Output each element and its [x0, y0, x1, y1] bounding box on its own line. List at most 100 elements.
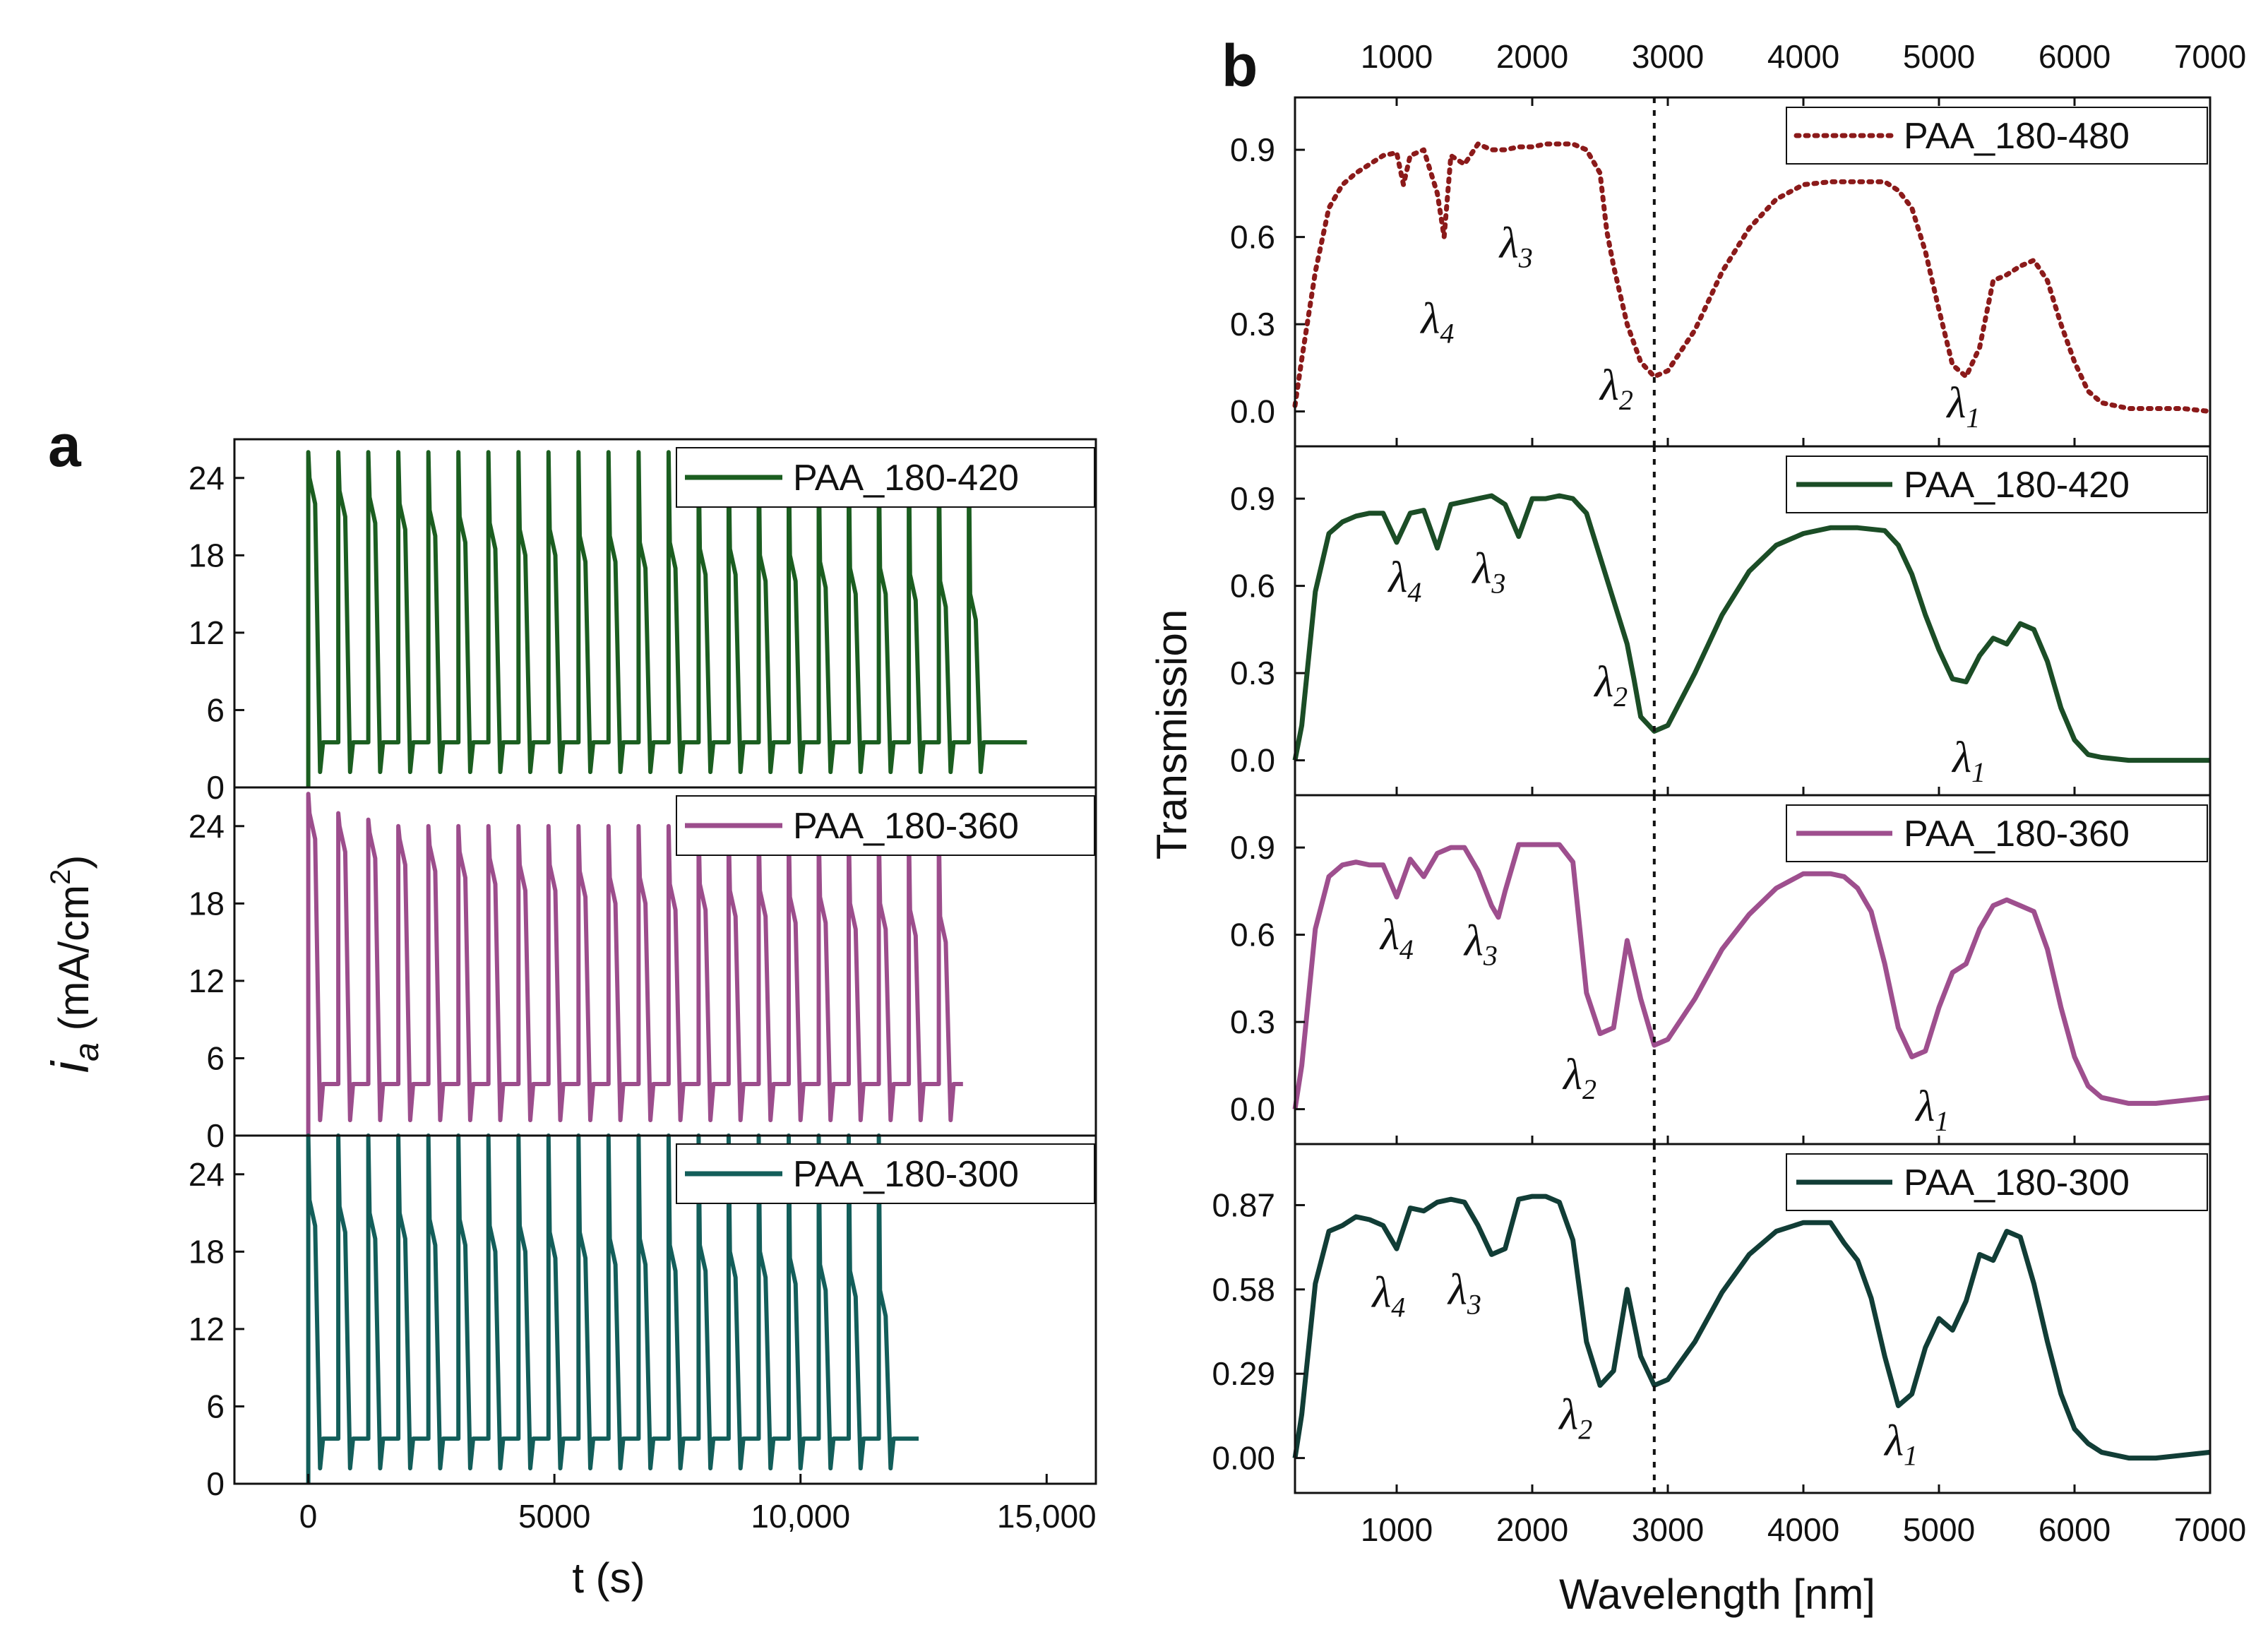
plot-frame-a-3: [233, 1134, 1097, 1485]
lambda-subscript: 1: [1935, 1105, 1949, 1137]
x-tick-label-a-2: 10,000: [751, 1498, 850, 1535]
y-tick-label-a-3-3: 18: [189, 1233, 225, 1270]
legend-label-a-3: PAA_180-300: [793, 1154, 1019, 1195]
lambda-subscript: 2: [1619, 384, 1633, 416]
x-tick-label-a-1: 5000: [518, 1498, 590, 1535]
y-axis-title-b: Transmission: [1148, 609, 1195, 860]
x-tick-label-b-4: 5000: [1903, 1511, 1975, 1548]
series-line-b-1: [1292, 141, 2213, 415]
lambda-subscript: 4: [1440, 317, 1454, 349]
legend-label-a-1: PAA_180-420: [793, 458, 1019, 499]
top-x-tick-label-b-4: 5000: [1903, 38, 1975, 75]
lambda-label-b-2-2: λ2: [1593, 658, 1628, 713]
x-tick-label-a-3: 15,000: [997, 1498, 1097, 1535]
x-tick-label-b-2: 3000: [1632, 1511, 1704, 1548]
y-tick-label-a-2-3: 18: [189, 885, 225, 922]
panel-a-subplot-1: 0 6 12 18 24 PAA_180-420: [189, 438, 1097, 806]
lambda-subscript: 3: [1483, 939, 1498, 971]
panel-a-letter: a: [48, 412, 82, 479]
lambda-symbol: λ: [1883, 1417, 1904, 1465]
y-tick-label-a-2-1: 6: [206, 1040, 225, 1076]
y-tick-label-a-1-1: 6: [206, 691, 225, 728]
legend-label-a-2: PAA_180-360: [793, 806, 1019, 847]
lambda-symbol: λ: [1498, 219, 1519, 267]
legend-label-b-3: PAA_180-360: [1904, 814, 2130, 855]
lambda-label-b-1-0: λ4: [1420, 294, 1455, 349]
lambda-subscript: 2: [1613, 681, 1628, 713]
y-tick-label-a-3-0: 0: [206, 1465, 225, 1502]
y-tick-label-a-3-1: 6: [206, 1388, 225, 1424]
y-tick-label-b-4-0: 0.00: [1212, 1440, 1275, 1477]
series-line-b-3: [1292, 842, 2211, 1110]
series-line-a-3: [306, 1133, 919, 1484]
y-tick-label-a-2-4: 24: [189, 808, 225, 845]
lambda-label-b-3-2: λ2: [1562, 1051, 1596, 1105]
y-tick-label-a-1-4: 24: [189, 460, 225, 496]
y-tick-label-a-3-4: 24: [189, 1156, 225, 1193]
x-axis-title-a: t (s): [572, 1554, 645, 1602]
lambda-label-b-3-1: λ3: [1463, 917, 1498, 971]
x-tick-label-b-0: 1000: [1361, 1511, 1433, 1548]
y-tick-label-a-1-2: 12: [189, 614, 225, 651]
panel-a: 0 6 12 18 24 PAA_180-420 0 6 12 18 24 PAA_180-360 0 6…: [41, 438, 1097, 1602]
y-tick-label-b-1-0: 0.0: [1230, 393, 1275, 430]
top-x-tick-label-b-5: 6000: [2039, 38, 2111, 75]
lambda-symbol: λ: [1593, 658, 1613, 706]
lambda-subscript: 2: [1578, 1413, 1592, 1445]
plot-frame-b-4: [1294, 1143, 2212, 1494]
lambda-subscript: 4: [1407, 576, 1421, 608]
panel-b-letter: b: [1222, 32, 1258, 99]
series-line-b-4: [1292, 1193, 2211, 1461]
lambda-label-b-2-3: λ1: [1951, 734, 1986, 788]
panel-a-subplot-2: 0 6 12 18 24 PAA_180-360: [189, 786, 1097, 1154]
lambda-subscript: 1: [1966, 402, 1980, 434]
y-tick-label-b-3-3: 0.9: [1230, 829, 1275, 866]
legend-label-b-4: PAA_180-300: [1904, 1162, 2130, 1203]
y-tick-label-b-4-1: 0.29: [1212, 1355, 1275, 1392]
y-tick-label-b-2-2: 0.6: [1230, 568, 1275, 605]
y-tick-label-b-3-0: 0.0: [1230, 1091, 1275, 1128]
series-line-a-2: [306, 792, 963, 1136]
panel-a-subplot-3: 0 6 12 18 24 PAA_180-300: [189, 1133, 1097, 1502]
y-axis-title-a: ia (mA/cm2): [41, 855, 106, 1073]
lambda-label-b-1-1: λ3: [1498, 219, 1533, 273]
y-tick-label-b-4-3: 0.87: [1212, 1186, 1275, 1223]
lambda-symbol: λ: [1472, 544, 1492, 593]
x-tick-label-a-0: 0: [299, 1498, 318, 1535]
lambda-label-b-4-3: λ1: [1883, 1417, 1918, 1471]
lambda-subscript: 3: [1491, 567, 1505, 599]
lambda-label-b-4-1: λ3: [1447, 1266, 1481, 1320]
lambda-subscript: 4: [1399, 934, 1414, 965]
lambda-subscript: 3: [1467, 1288, 1481, 1320]
lambda-symbol: λ: [1914, 1083, 1935, 1131]
top-x-tick-label-b-0: 1000: [1361, 38, 1433, 75]
y-axis-title-a-sub: a: [68, 1042, 106, 1061]
lambda-label-b-3-3: λ1: [1914, 1083, 1949, 1137]
lambda-label-b-4-0: λ4: [1371, 1269, 1405, 1323]
lambda-subscript: 4: [1391, 1292, 1405, 1323]
lambda-label-b-3-0: λ4: [1379, 911, 1414, 965]
lambda-label-b-1-3: λ1: [1946, 379, 1981, 434]
top-x-tick-label-b-1: 2000: [1496, 38, 1568, 75]
y-axis-title-a-close: ): [50, 855, 97, 869]
y-tick-label-a-1-3: 18: [189, 537, 225, 573]
lambda-symbol: λ: [1951, 734, 1971, 782]
y-axis-title-a-unit: (mA/cm: [50, 885, 97, 1042]
y-axis-title-a-sup: 2: [45, 869, 76, 885]
y-tick-label-b-3-1: 0.3: [1230, 1004, 1275, 1040]
y-tick-label-b-2-3: 0.9: [1230, 480, 1275, 517]
x-tick-label-b-6: 7000: [2174, 1511, 2246, 1548]
lambda-subscript: 1: [1971, 756, 1986, 788]
lambda-symbol: λ: [1558, 1391, 1578, 1439]
y-tick-label-a-2-2: 12: [189, 963, 225, 999]
lambda-symbol: λ: [1371, 1269, 1391, 1317]
y-tick-label-a-2-0: 0: [206, 1117, 225, 1154]
x-axis-title-b: Wavelength [nm]: [1559, 1571, 1875, 1618]
series-line-b-2: [1292, 493, 2210, 763]
lambda-symbol: λ: [1379, 911, 1399, 959]
